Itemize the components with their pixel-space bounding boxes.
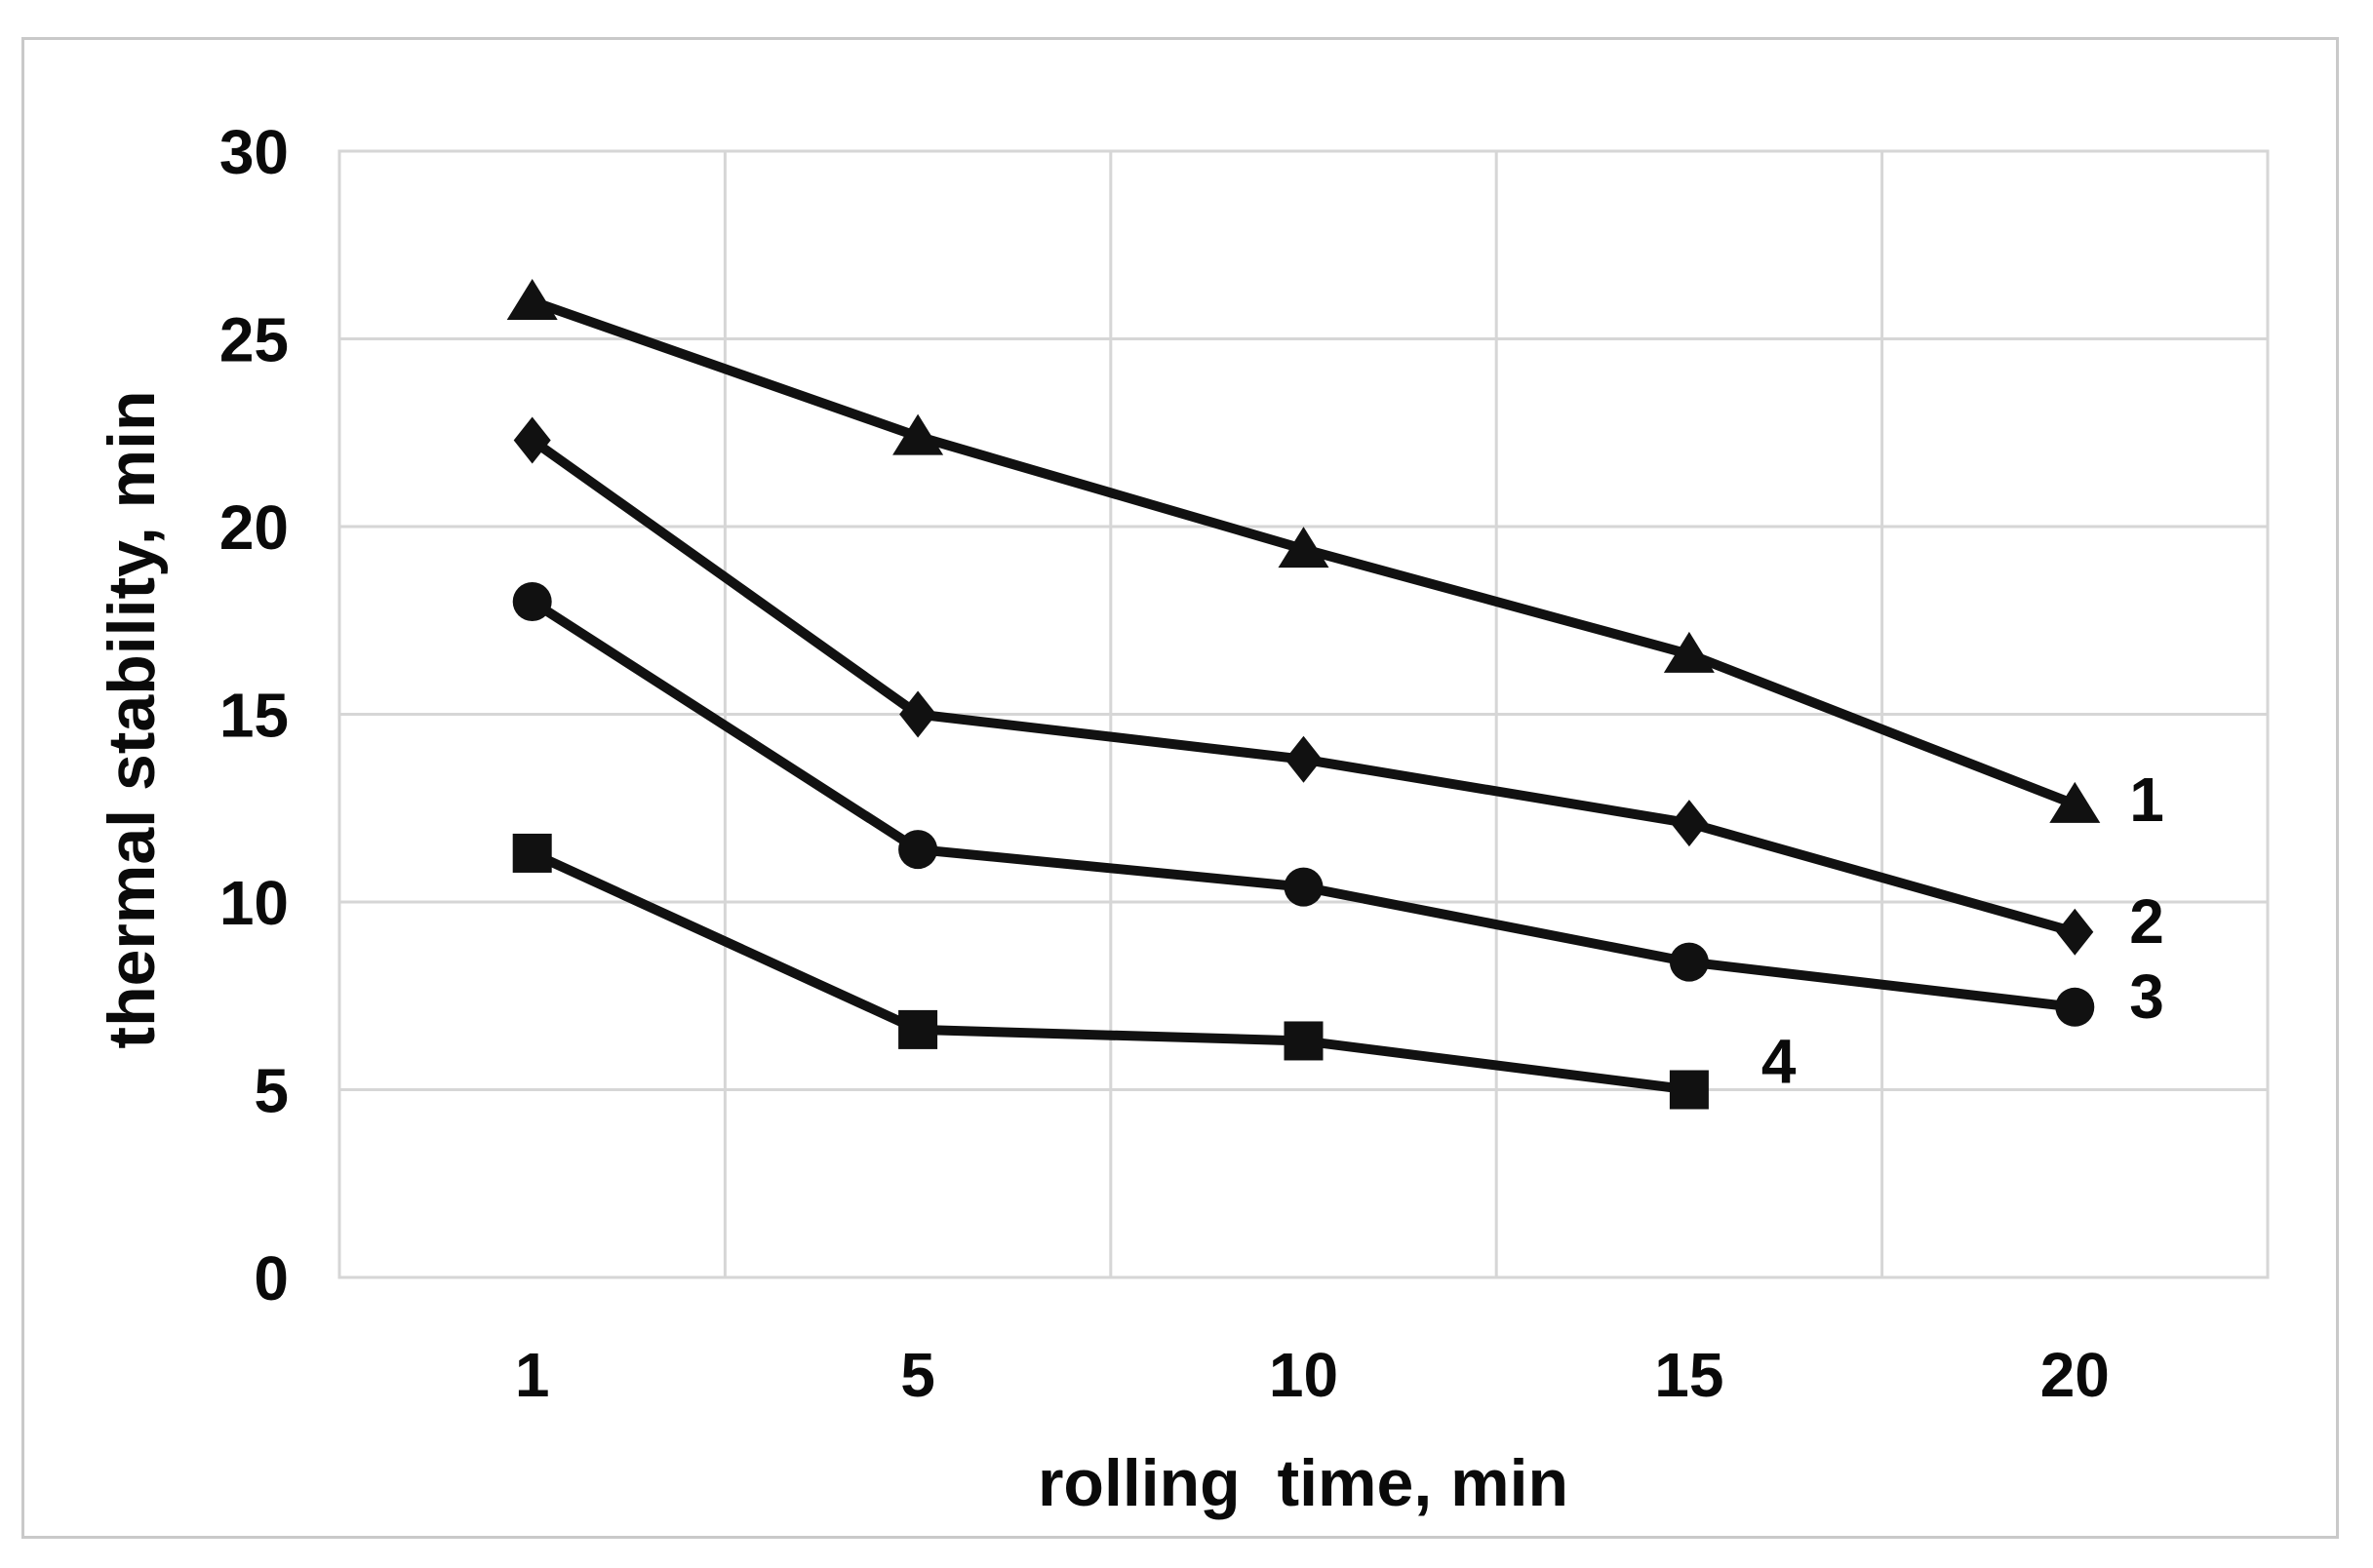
plot-border [337, 149, 2270, 1279]
series-end-label-4: 4 [1761, 1027, 1797, 1097]
x-tick-label: 20 [2040, 1340, 2110, 1410]
y-tick-label: 5 [254, 1056, 289, 1126]
square-marker [1669, 1070, 1709, 1110]
circle-marker [1669, 942, 1709, 982]
series-line-4 [530, 848, 1690, 1095]
triangle-marker [1278, 527, 1329, 568]
y-tick-label: 10 [219, 868, 289, 938]
triangle-marker [1663, 631, 1715, 673]
series-line-2 [529, 436, 2076, 937]
x-tick-label: 10 [1269, 1340, 1338, 1410]
x-axis-title: rolling time, min [1037, 1446, 1569, 1520]
y-tick-label: 25 [219, 305, 289, 375]
circle-marker [2055, 987, 2095, 1027]
triangle-marker [2049, 781, 2101, 823]
x-tick-label: 5 [900, 1340, 935, 1410]
diamond-marker [1285, 735, 1323, 783]
y-axis-title: thermal stability, min [95, 390, 169, 1049]
diamond-marker [899, 690, 937, 738]
circle-marker [512, 582, 552, 621]
y-tick-label: 15 [219, 681, 289, 751]
square-marker [1284, 1021, 1324, 1061]
diamond-marker [513, 416, 551, 464]
circle-marker [1284, 867, 1324, 907]
series-end-label-2: 2 [2129, 886, 2164, 957]
y-tick-label: 30 [219, 117, 289, 187]
series-end-label-3: 3 [2129, 961, 2164, 1032]
x-tick-label: 1 [515, 1340, 550, 1410]
triangle-marker [506, 279, 558, 320]
y-tick-label: 20 [219, 492, 289, 563]
series-end-label-1: 1 [2129, 764, 2164, 835]
diamond-marker [1670, 800, 1708, 847]
y-tick-label: 0 [254, 1243, 289, 1313]
series-line-3 [529, 597, 2076, 1012]
x-tick-label: 15 [1654, 1340, 1723, 1410]
diamond-marker [2056, 908, 2094, 956]
chart-frame [21, 37, 2339, 1539]
square-marker [898, 1009, 938, 1049]
circle-marker [898, 830, 938, 870]
square-marker [512, 833, 552, 873]
triangle-marker [892, 413, 944, 455]
